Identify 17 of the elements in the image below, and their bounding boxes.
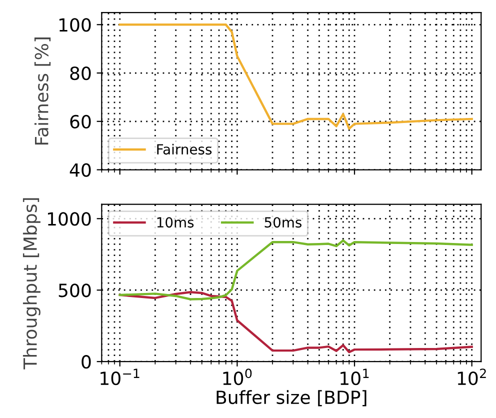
y-tick-label: 1000: [48, 212, 91, 226]
legend-label: 50ms: [264, 217, 302, 228]
legend-label: Fairness: [157, 144, 212, 155]
x-axis-title: Buffer size [BDP]: [216, 390, 366, 406]
legend-label: 10ms: [157, 217, 194, 228]
y-tick-label: 60: [70, 114, 91, 128]
x-tick-label: 10$^{2}$: [458, 368, 486, 386]
y-tick-label: 0: [82, 355, 91, 369]
x-tick-label: 10$^{0}$: [223, 368, 252, 386]
y-tick-label: 500: [58, 284, 91, 298]
y-tick-label: 40: [70, 163, 91, 177]
y-tick-label: 80: [70, 66, 91, 80]
x-tick-label: 10$^{−1}$: [100, 368, 140, 386]
y-axis-title: Fairness [%]: [34, 38, 51, 145]
y-tick-label: 100: [59, 18, 91, 32]
y-axis-title: Throughput [Mbps]: [22, 198, 40, 370]
x-tick-label: 10$^{1}$: [340, 368, 369, 386]
